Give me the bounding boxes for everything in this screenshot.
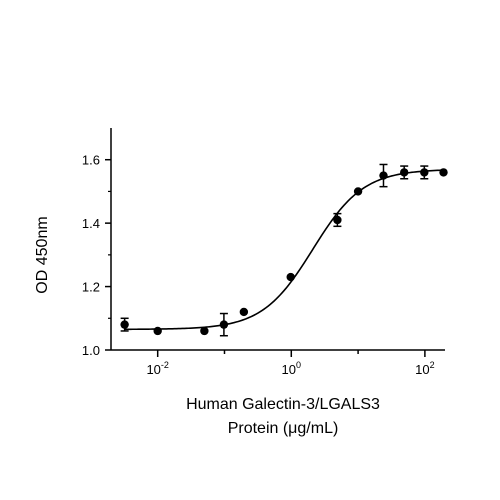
data-points [120,168,448,336]
data-point [399,168,409,177]
data-point [286,272,295,282]
data-point [333,215,342,225]
data-point [420,168,429,177]
x-tick-label: 102 [415,360,434,377]
y-tick-label: 1.2 [82,280,100,295]
y-tick-label: 1.4 [82,216,100,231]
x-tick-label: 100 [282,360,301,377]
data-point [239,307,249,317]
data-point [379,171,388,180]
data-point [439,168,448,177]
error-bars [120,163,429,337]
data-point [353,187,363,196]
fit-curve [124,169,444,331]
x-axis-title-line-2: Protein (μg/mL) [228,420,339,437]
x-axis-title-line-1: Human Galectin-3/LGALS3 [186,396,380,413]
data-point [200,326,209,336]
y-axis: 1.0 1.2 1.4 1.6 [82,128,112,358]
data-point [153,326,162,336]
data-point [219,320,229,329]
x-tick-label: 10-2 [146,360,168,377]
y-tick-label: 1.6 [82,153,100,168]
y-axis-title: OD 450nm [34,216,51,293]
data-point [120,320,129,329]
x-axis: 10-2 100 102 [111,349,445,377]
y-tick-label: 1.0 [82,343,100,358]
